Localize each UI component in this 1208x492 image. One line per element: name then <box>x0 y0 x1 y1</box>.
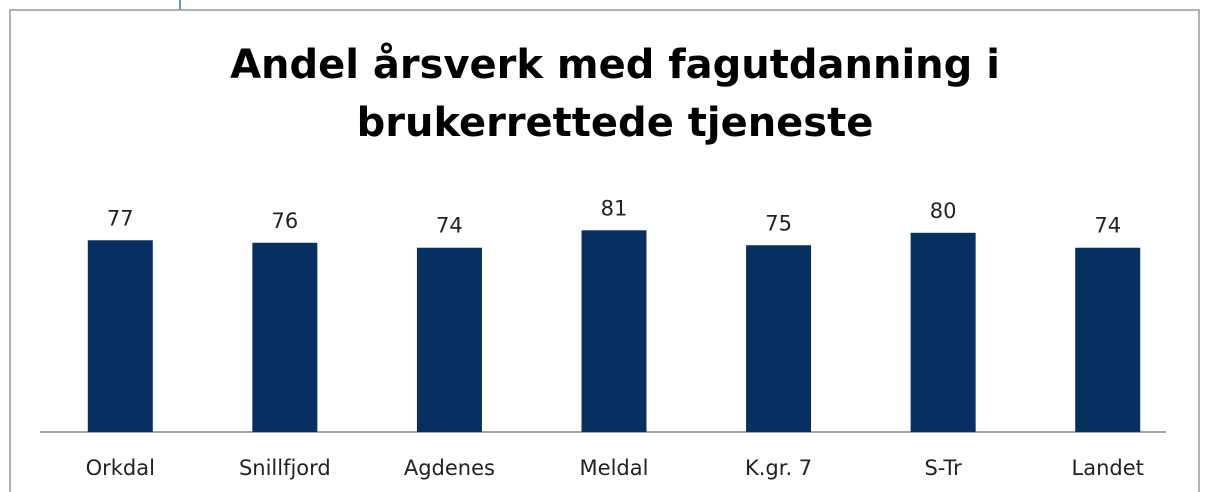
bar <box>581 230 647 432</box>
bar <box>416 247 482 432</box>
bar <box>87 240 153 432</box>
x-tick-label: Snillfjord <box>239 456 331 480</box>
bar <box>910 232 976 432</box>
x-tick-label: Meldal <box>580 456 649 480</box>
data-label: 74 <box>436 214 463 238</box>
data-label: 77 <box>107 206 134 230</box>
chart-title: Andel årsverk med fagutdanning i brukerr… <box>230 42 1000 146</box>
bar <box>1075 247 1141 432</box>
data-label: 81 <box>601 196 628 220</box>
bar <box>746 245 812 432</box>
x-tick-label: Landet <box>1072 456 1144 480</box>
frame <box>9 9 1200 492</box>
x-tick-label: S-Tr <box>924 456 962 480</box>
data-label: 75 <box>765 211 792 235</box>
data-label: 76 <box>271 209 298 233</box>
bar <box>252 242 318 432</box>
data-label: 74 <box>1094 214 1121 238</box>
x-tick-label: Agdenes <box>404 456 495 480</box>
x-tick-label: K.gr. 7 <box>745 456 812 480</box>
data-label: 80 <box>930 199 957 223</box>
x-tick-label: Orkdal <box>86 456 155 480</box>
